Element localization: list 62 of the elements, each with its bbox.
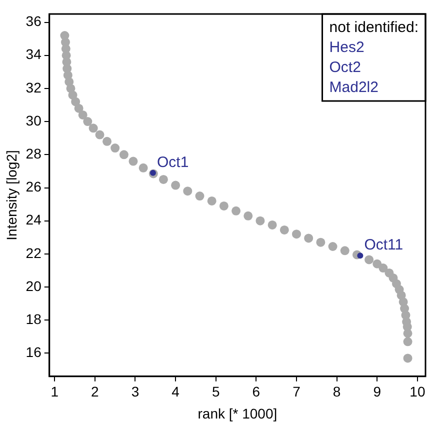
- point: [256, 216, 265, 226]
- point: [119, 150, 128, 160]
- x-tick-label: 1: [50, 384, 59, 400]
- point: [128, 156, 138, 166]
- y-tick-label: 16: [26, 344, 42, 360]
- annotation: Oct1: [156, 154, 189, 171]
- point: [328, 242, 338, 251]
- x-tick-label: 8: [332, 384, 341, 400]
- point: [110, 144, 120, 153]
- point: [83, 117, 92, 126]
- y-tick-label: 28: [26, 146, 42, 162]
- annotation: Hes2: [329, 39, 364, 56]
- x-tick-label: 4: [172, 384, 180, 400]
- x-tick-label: 10: [410, 384, 426, 400]
- point: [268, 220, 277, 230]
- point: [403, 354, 412, 363]
- y-tick-label: 22: [26, 244, 42, 261]
- point: [340, 246, 350, 256]
- y-tick-label: 34: [26, 46, 42, 62]
- point: [232, 206, 241, 216]
- point: [357, 252, 364, 259]
- x-axis-title: rank [* 1000]: [198, 405, 278, 422]
- point: [280, 225, 289, 234]
- point: [171, 180, 180, 190]
- point: [292, 230, 301, 239]
- point: [316, 238, 326, 247]
- point: [364, 255, 374, 264]
- y-axis-title: Intensity [log2]: [3, 150, 20, 240]
- x-tick-label: 2: [91, 384, 100, 400]
- point: [195, 192, 204, 201]
- point: [74, 104, 84, 113]
- point: [378, 264, 388, 273]
- point: [102, 136, 112, 146]
- y-tick-label: 32: [26, 79, 42, 96]
- point: [207, 196, 216, 206]
- point: [219, 201, 228, 210]
- y-tick-label: 20: [26, 278, 42, 294]
- annotation: Oct11: [364, 236, 404, 254]
- y-tick-label: 36: [26, 13, 42, 30]
- y-tick-label: 18: [26, 310, 42, 327]
- x-tick-label: 7: [292, 384, 301, 400]
- point: [304, 234, 314, 243]
- y-tick-label: 26: [26, 178, 42, 195]
- annotation: not identified:: [329, 19, 419, 36]
- point: [88, 124, 98, 133]
- point: [95, 130, 104, 140]
- annotation: Mad2l2: [329, 79, 378, 96]
- annotation: Oct2: [329, 59, 361, 76]
- point: [150, 170, 156, 176]
- point: [403, 337, 412, 346]
- x-tick-label: 9: [373, 384, 382, 400]
- y-tick-label: 24: [26, 212, 42, 228]
- x-tick-label: 6: [252, 384, 260, 400]
- x-tick-label: 5: [212, 384, 220, 400]
- point: [71, 97, 80, 106]
- point: [183, 186, 192, 196]
- y-tick-label: 30: [26, 112, 42, 128]
- point: [138, 163, 148, 172]
- point: [158, 174, 168, 184]
- x-tick-label: 3: [131, 384, 140, 400]
- point: [78, 110, 88, 120]
- point: [244, 211, 253, 220]
